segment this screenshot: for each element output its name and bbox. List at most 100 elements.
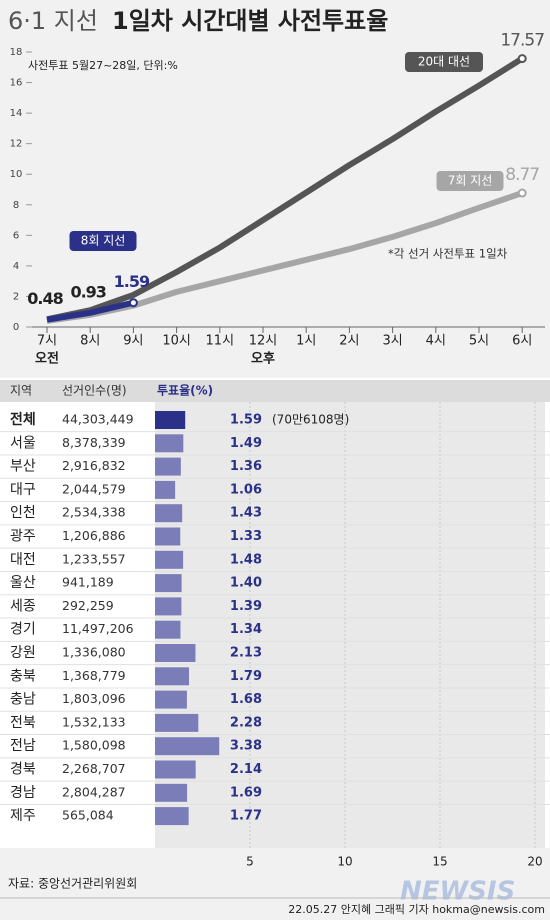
bar xyxy=(155,620,181,639)
voters: 8,378,339 xyxy=(62,435,126,450)
value-label: 1.59 xyxy=(114,272,150,291)
region-label: 제주 xyxy=(10,808,36,824)
value-label: 1.49 xyxy=(230,436,262,451)
value-label: 1.36 xyxy=(230,459,262,474)
region-label: 강원 xyxy=(10,645,36,661)
period-label: 오전 xyxy=(35,351,59,367)
voters: 565,084 xyxy=(62,808,114,823)
chart-title: 1일차 시간대별 사전투표율 xyxy=(112,7,388,35)
region-label: 광주 xyxy=(10,529,36,545)
bar xyxy=(155,504,183,523)
bar xyxy=(155,597,182,616)
bar xyxy=(155,411,186,429)
region-label: 전남 xyxy=(10,738,36,754)
y-tick-label: 4 xyxy=(13,261,19,272)
bar xyxy=(155,434,184,453)
voters: 292,259 xyxy=(62,598,114,613)
value-label: 1.48 xyxy=(230,552,262,567)
x-tick-label: 3시 xyxy=(382,334,402,349)
title-light: 6·1 지선 xyxy=(8,7,98,35)
period-label: 오후 xyxy=(251,351,275,367)
voters: 1,368,779 xyxy=(62,668,126,683)
voters: 1,803,096 xyxy=(62,691,126,706)
series-line xyxy=(46,299,135,323)
bar-area xyxy=(155,380,545,848)
y-tick-label: 2 xyxy=(13,291,19,302)
bar xyxy=(155,527,181,546)
value-label: 17.57 xyxy=(500,31,544,51)
y-tick-label: 0 xyxy=(13,322,19,333)
region-label: 대구 xyxy=(10,482,36,498)
header-row xyxy=(0,380,550,402)
x-tick-label: 2시 xyxy=(339,334,359,349)
y-tick-label: 10 xyxy=(10,169,23,180)
logo: NEWSIS xyxy=(400,877,515,907)
value-label: 1.43 xyxy=(230,506,262,521)
bar xyxy=(155,807,189,826)
bar xyxy=(155,690,187,709)
region-label: 부산 xyxy=(10,459,36,475)
series-line xyxy=(46,56,524,323)
value-label: 1.77 xyxy=(230,809,262,824)
annotation: *각 선거 사전투표 1일차 xyxy=(388,247,508,261)
value-label: 1.79 xyxy=(230,669,262,684)
value-label: 2.14 xyxy=(230,762,262,777)
column-header: 선거인수(명) xyxy=(62,384,127,398)
y-tick-label: 6 xyxy=(13,230,19,241)
bar xyxy=(155,760,196,779)
x-tick-label: 9시 xyxy=(123,334,143,349)
region-label: 경북 xyxy=(10,762,36,778)
y-tick-label: 8 xyxy=(13,200,19,211)
voters: 2,804,287 xyxy=(62,784,126,799)
x-tick-label: 10 xyxy=(337,855,352,869)
x-tick-label: 1시 xyxy=(296,334,316,349)
end-marker xyxy=(128,298,138,308)
value-label: 0.93 xyxy=(70,282,105,301)
region-label: 대전 xyxy=(10,552,36,568)
x-tick-label: 4시 xyxy=(426,334,446,349)
voters: 44,303,449 xyxy=(62,412,134,427)
region-label: 전체 xyxy=(10,411,36,428)
legend-label: 20대 대선 xyxy=(418,55,470,69)
x-tick-label: 11시 xyxy=(206,334,235,349)
legend-label: 7회 지선 xyxy=(448,174,493,188)
bar xyxy=(155,574,182,593)
x-tick-label: 8시 xyxy=(80,334,100,349)
legend-label: 8회 지선 xyxy=(81,234,126,248)
region-label: 충북 xyxy=(10,668,36,684)
legend-badge xyxy=(405,52,483,72)
value-label: 1.59 xyxy=(230,413,262,428)
value-label: 1.06 xyxy=(230,482,262,497)
voters: 1,532,133 xyxy=(62,714,126,729)
voters: 1,580,098 xyxy=(62,738,126,753)
bar xyxy=(155,644,196,662)
region-label: 전북 xyxy=(10,715,36,731)
x-tick-label: 6시 xyxy=(512,334,532,349)
y-tick-label: 14 xyxy=(10,108,23,119)
legend-badge xyxy=(436,171,504,191)
voters: 1,233,557 xyxy=(62,551,126,566)
voters: 2,268,707 xyxy=(62,761,126,776)
bar xyxy=(155,783,188,802)
column-header: 투표율(%) xyxy=(157,384,213,398)
value-label: 1.34 xyxy=(230,622,262,637)
value-label: 1.68 xyxy=(230,692,262,707)
value-label: 2.13 xyxy=(230,646,262,661)
bar xyxy=(155,713,199,732)
region-label: 인천 xyxy=(10,505,36,521)
value-label: 1.33 xyxy=(230,529,262,544)
y-tick-label: 12 xyxy=(10,139,23,150)
region-label: 경기 xyxy=(10,622,36,638)
y-tick-label: 18 xyxy=(10,47,23,58)
voters: 1,206,886 xyxy=(62,528,126,543)
bar xyxy=(155,457,181,476)
x-tick-label: 15 xyxy=(432,855,447,869)
x-tick-label: 12시 xyxy=(249,334,278,349)
bar xyxy=(155,550,184,569)
voters: 1,336,080 xyxy=(62,645,126,660)
region-label: 경남 xyxy=(10,785,36,801)
source: 자료: 중앙선거관리위원회 xyxy=(8,877,137,891)
note: (70만6108명) xyxy=(272,413,349,427)
y-tick-label: 16 xyxy=(10,78,23,89)
bar xyxy=(155,667,190,686)
